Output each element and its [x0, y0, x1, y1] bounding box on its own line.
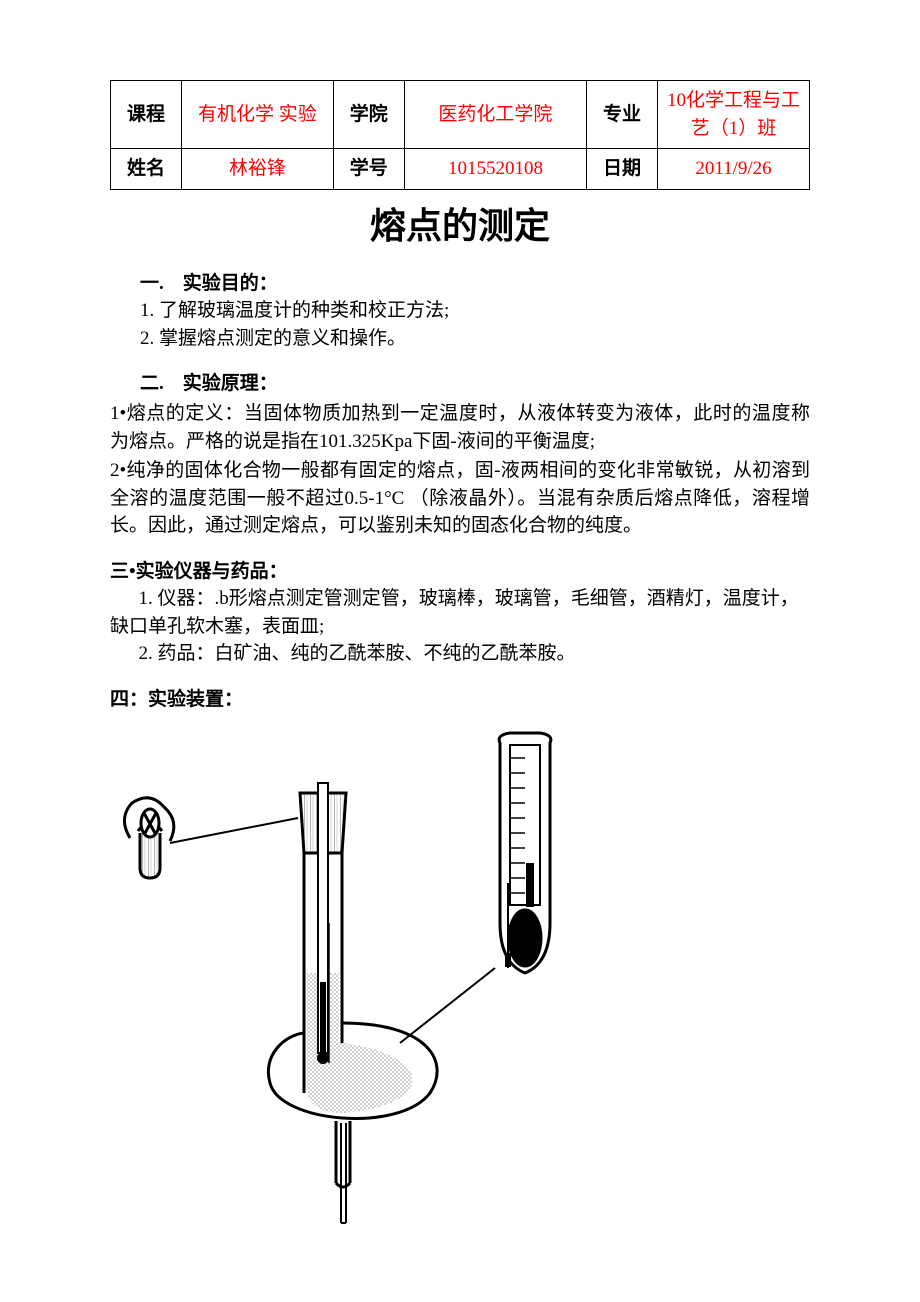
section-purpose-heading: 一. 实验目的： — [140, 270, 810, 298]
value-major: 10化学工程与工艺（1）班 — [658, 81, 810, 149]
label-college: 学院 — [333, 81, 404, 149]
thermometer-in-tube-icon — [318, 783, 329, 1063]
thiele-tube-icon — [268, 793, 437, 1223]
value-student-id: 1015520108 — [404, 149, 586, 190]
section-apparatus-heading: 三•实验仪器与药品： — [110, 558, 810, 586]
label-name: 姓名 — [111, 149, 182, 190]
value-course: 有机化学 实验 — [181, 81, 333, 149]
apparatus-item-2: 2. 药品：白矿油、纯的乙酰苯胺、不纯的乙酰苯胺。 — [110, 640, 810, 668]
value-date: 2011/9/26 — [658, 149, 810, 190]
label-student-id: 学号 — [333, 149, 404, 190]
info-table: 课程 有机化学 实验 学院 医药化工学院 专业 10化学工程与工艺（1）班 姓名… — [110, 80, 810, 190]
apparatus-diagram — [100, 723, 810, 1243]
section-setup-heading: 四：实验装置： — [110, 686, 810, 714]
label-date: 日期 — [587, 149, 658, 190]
value-name: 林裕锋 — [181, 149, 333, 190]
clamp-icon — [124, 798, 173, 878]
label-course: 课程 — [111, 81, 182, 149]
label-major: 专业 — [587, 81, 658, 149]
section-principle-heading: 二. 实验原理： — [140, 370, 810, 398]
purpose-item-2: 2. 掌握熔点测定的意义和操作。 — [140, 325, 810, 353]
value-college: 医药化工学院 — [404, 81, 586, 149]
principle-para-1: 1•熔点的定义：当固体物质加热到一定温度时，从液体转变为液体，此时的温度称为熔点… — [110, 400, 810, 455]
doc-title: 熔点的测定 — [110, 200, 810, 252]
apparatus-item-1: 1. 仪器：.b形熔点测定管测定管，玻璃棒，玻璃管，毛细管，酒精灯，温度计，缺口… — [110, 585, 810, 640]
thermometer-enlarged-icon — [499, 733, 551, 973]
purpose-item-1: 1. 了解玻璃温度计的种类和校正方法; — [140, 297, 810, 325]
principle-para-2: 2•纯净的固体化合物一般都有固定的熔点，固-液两相间的变化非常敏锐，从初溶到全溶… — [110, 457, 810, 540]
